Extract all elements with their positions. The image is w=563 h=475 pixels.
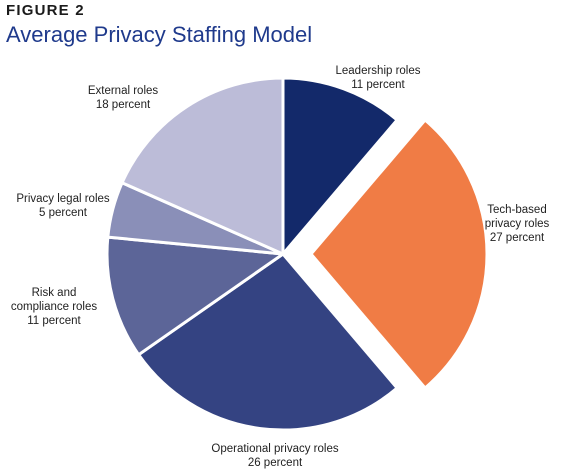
pie-slice-tech-based — [309, 118, 489, 390]
label-risk-name-1: Risk and — [31, 287, 77, 299]
label-risk-value: 11 percent — [27, 315, 81, 327]
label-external-name: External roles — [87, 85, 159, 97]
pie-slice-leadership-roles — [281, 76, 399, 256]
figure-label: FIGURE 2 — [6, 2, 85, 19]
label-tech-name-1: Tech-based — [487, 204, 547, 216]
pie-slice-operational-privacy-roles — [137, 252, 399, 432]
label-operational-value: 26 percent — [247, 457, 303, 469]
label-leadership-roles: Leadership roles 11 percent — [318, 64, 438, 92]
label-risk-name-2: compliance roles — [10, 301, 98, 313]
label-external-value: 18 percent — [95, 99, 151, 111]
label-operational-name: Operational privacy roles — [211, 443, 339, 455]
label-tech-based-roles: Tech-based privacy roles 27 percent — [472, 203, 562, 245]
label-tech-value: 27 percent — [489, 232, 545, 244]
label-leadership-value: 11 percent — [351, 79, 405, 91]
label-risk-compliance-roles: Risk and compliance roles 11 percent — [2, 286, 106, 328]
label-operational-roles: Operational privacy roles 26 percent — [190, 442, 360, 470]
label-leadership-name: Leadership roles — [335, 65, 421, 77]
label-external-roles: External roles 18 percent — [68, 84, 178, 112]
chart-title: Average Privacy Staffing Model — [6, 22, 313, 47]
label-legal-value: 5 percent — [39, 207, 87, 219]
label-privacy-legal-roles: Privacy legal roles 5 percent — [4, 192, 122, 220]
label-tech-name-2: privacy roles — [484, 218, 550, 230]
pie-slice-risk-and — [105, 235, 285, 357]
label-legal-name: Privacy legal roles — [16, 193, 110, 205]
pie-slice-external-roles — [120, 76, 285, 256]
